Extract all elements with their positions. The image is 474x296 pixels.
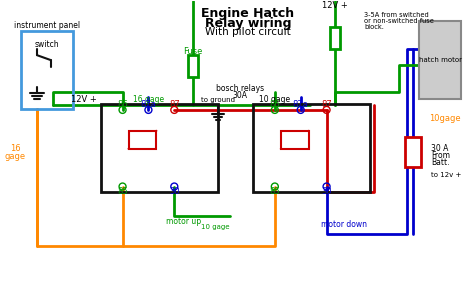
- Text: to ground: to ground: [201, 97, 235, 103]
- Bar: [100, 104, 218, 192]
- Text: Engine Hatch: Engine Hatch: [201, 7, 294, 20]
- Text: Relay wiring: Relay wiring: [205, 17, 291, 30]
- Text: With pilot circuit: With pilot circuit: [205, 27, 291, 37]
- Bar: [21, 31, 73, 109]
- Text: 10 gage: 10 gage: [201, 224, 229, 230]
- Bar: [281, 131, 309, 149]
- Bar: [419, 21, 461, 99]
- Text: 10 gage: 10 gage: [259, 95, 291, 104]
- Bar: [128, 131, 156, 149]
- Text: 86: 86: [117, 100, 128, 110]
- Text: motor up: motor up: [166, 217, 201, 226]
- Text: 12V +: 12V +: [322, 1, 347, 10]
- Text: 10gage: 10gage: [429, 114, 461, 123]
- Text: 85: 85: [117, 187, 128, 196]
- Text: 30A: 30A: [232, 91, 247, 100]
- Text: 3-5A from switched: 3-5A from switched: [365, 12, 429, 18]
- Text: gage: gage: [5, 152, 26, 161]
- Text: 30: 30: [321, 187, 332, 196]
- Bar: [188, 55, 198, 77]
- Text: 87: 87: [169, 100, 180, 110]
- Text: From: From: [431, 151, 450, 160]
- Text: or non-switched fuse: or non-switched fuse: [365, 18, 434, 24]
- Text: 30: 30: [169, 187, 180, 196]
- Bar: [405, 137, 421, 167]
- Text: switch: switch: [35, 40, 59, 49]
- Bar: [253, 104, 370, 192]
- Text: 87a: 87a: [140, 100, 156, 110]
- Text: instrument panel: instrument panel: [14, 21, 80, 30]
- Bar: [329, 27, 339, 49]
- Text: 30 A: 30 A: [431, 144, 448, 153]
- Text: 87a: 87a: [293, 100, 309, 110]
- Text: 86: 86: [269, 100, 280, 110]
- Text: block.: block.: [365, 24, 384, 30]
- Text: to 12v +: to 12v +: [431, 172, 462, 178]
- Text: motor down: motor down: [321, 220, 367, 229]
- Text: Batt.: Batt.: [431, 158, 449, 167]
- Text: Fuse: Fuse: [183, 47, 203, 56]
- Text: 85: 85: [270, 187, 280, 196]
- Text: bosch relays: bosch relays: [216, 84, 264, 94]
- Text: 87: 87: [321, 100, 332, 110]
- Text: 16: 16: [10, 144, 20, 153]
- Text: hatch motor: hatch motor: [419, 57, 462, 63]
- Text: 16 gage: 16 gage: [133, 95, 164, 104]
- Text: 12V +: 12V +: [71, 95, 97, 104]
